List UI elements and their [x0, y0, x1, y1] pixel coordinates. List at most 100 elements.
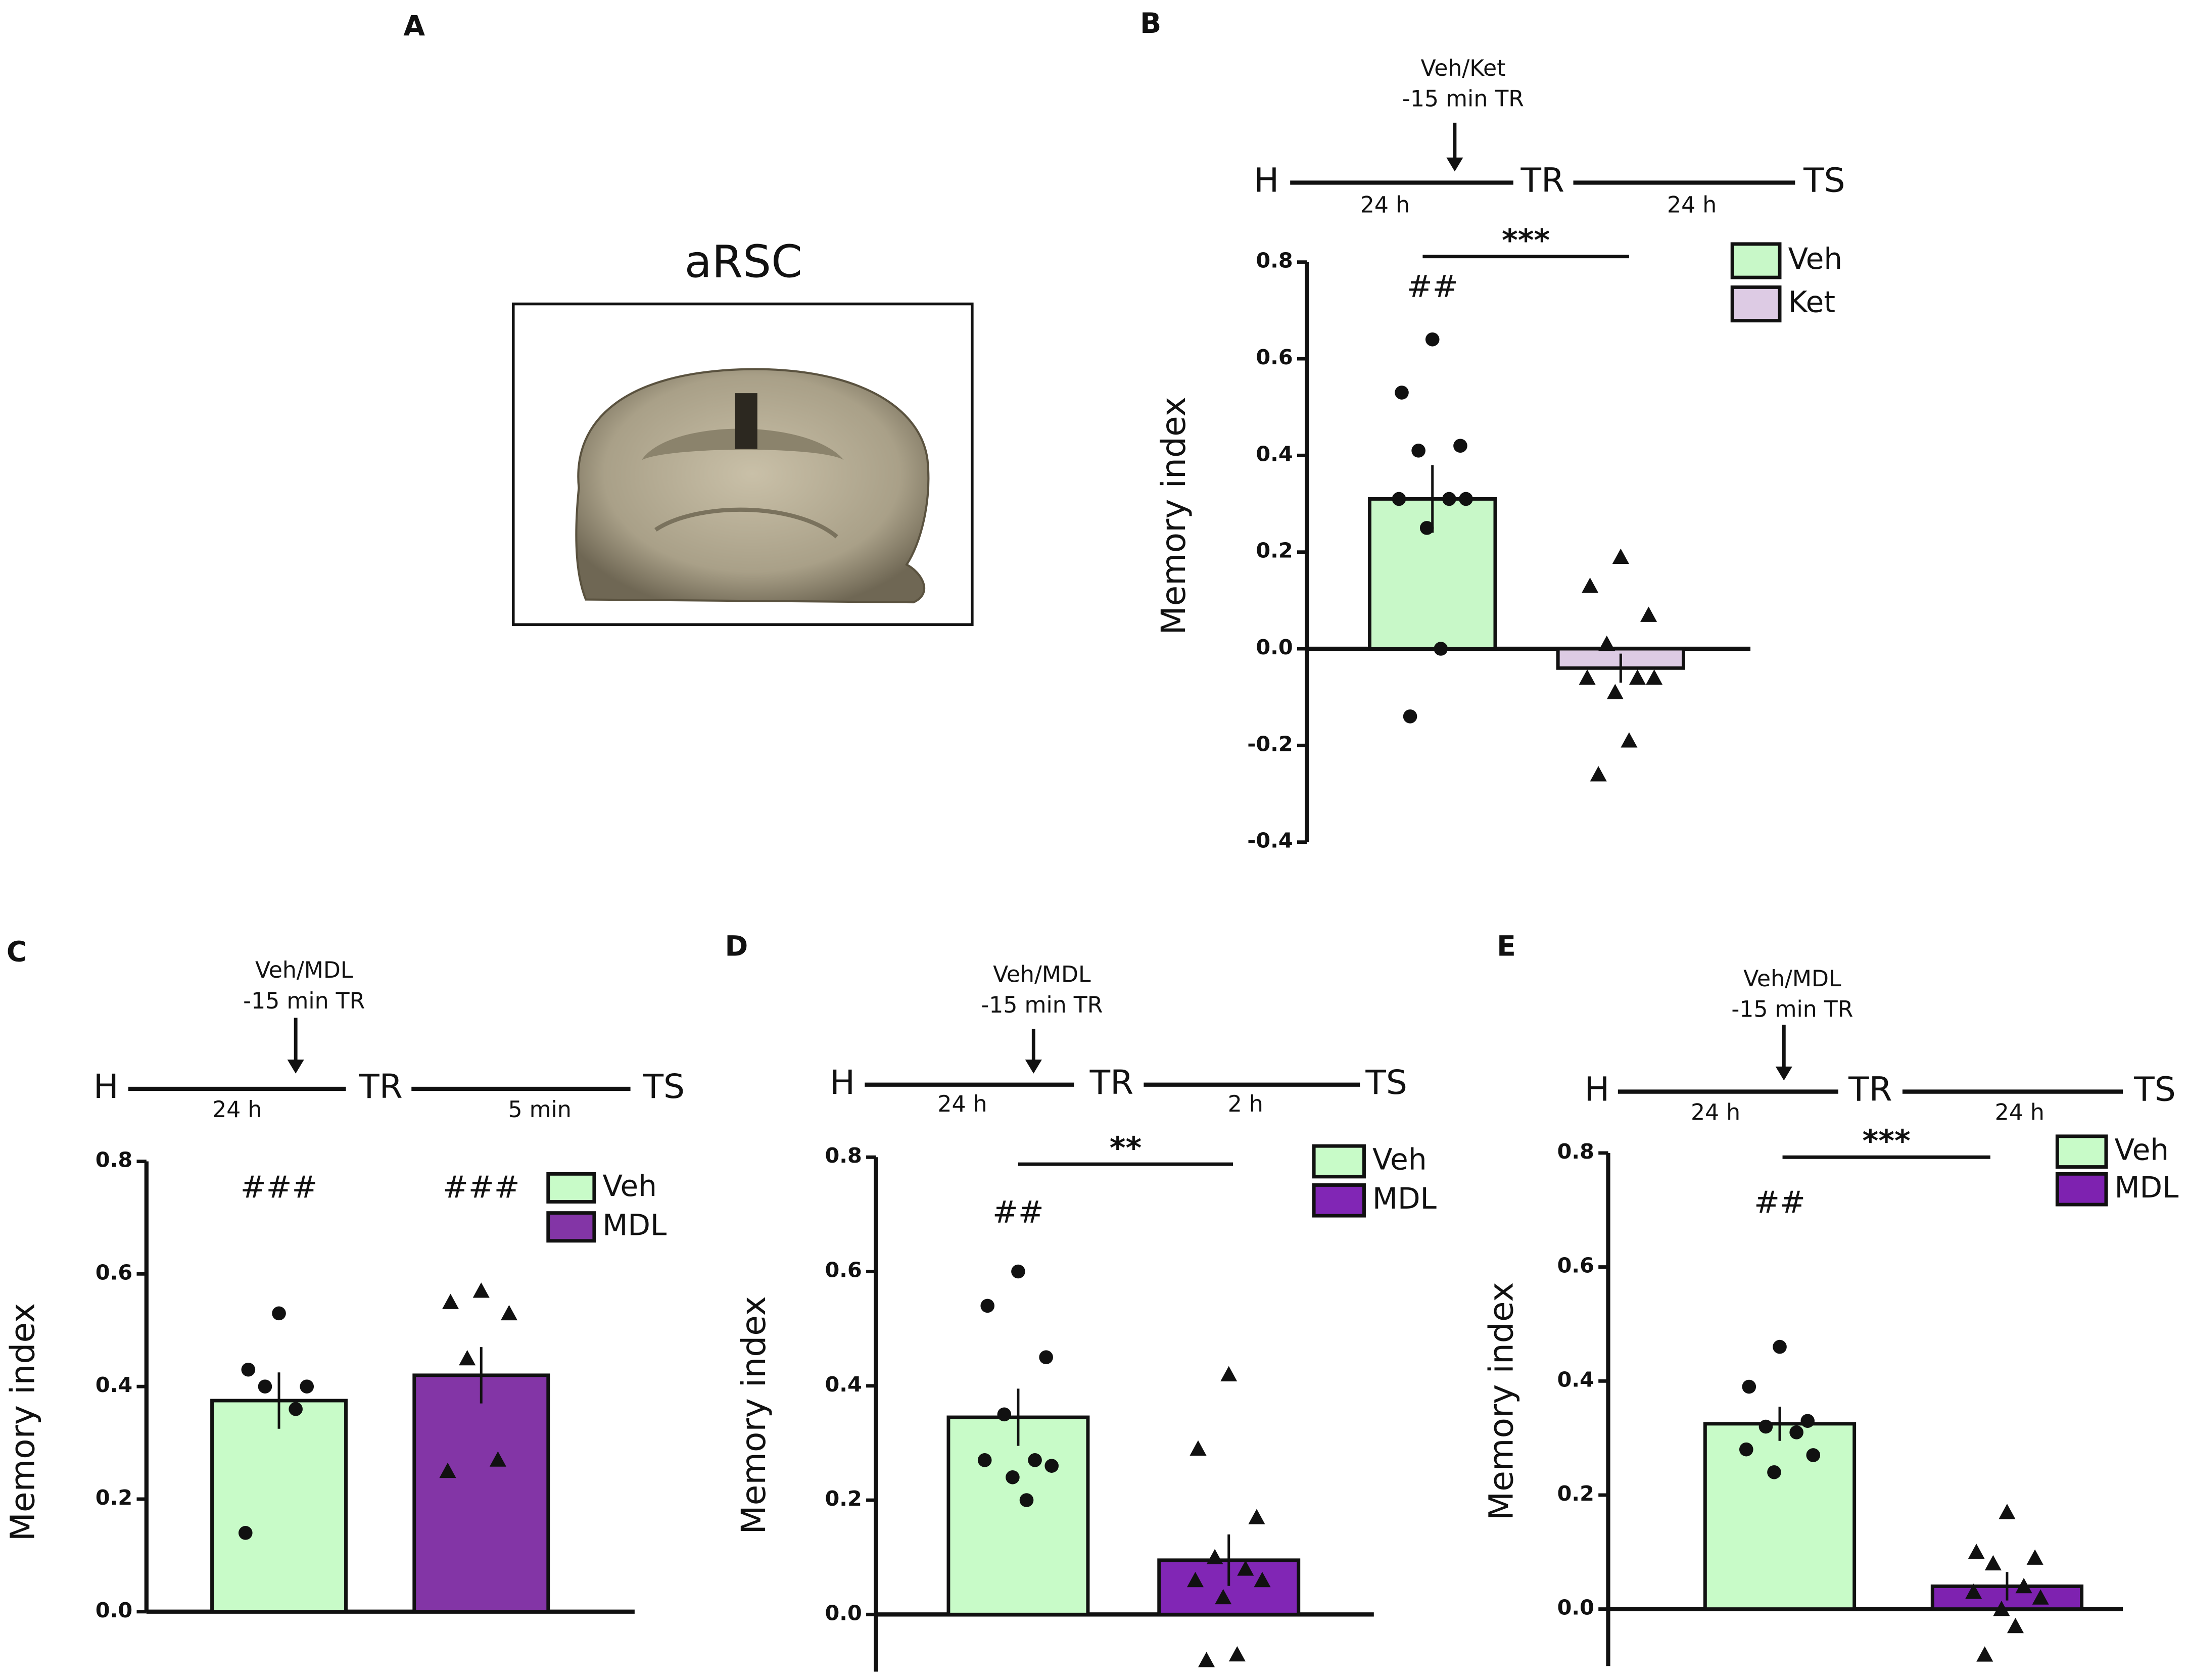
- data-point: [1758, 1419, 1773, 1434]
- chart-panel: D Veh/MDL -15 min TR H TR TS 24 h 2 h Memory ind…: [725, 930, 1437, 1672]
- significance-label: ##: [992, 1195, 1044, 1230]
- y-tick-label: 0.2: [1557, 1481, 1594, 1506]
- y-tick-label: 0.0: [1557, 1596, 1594, 1620]
- data-point: [238, 1526, 253, 1540]
- data-point: [241, 1362, 256, 1377]
- brain-slice: [575, 368, 930, 604]
- timeline-interval: 24 h: [1995, 1100, 2045, 1126]
- data-point: [1621, 732, 1638, 748]
- timeline-interval: 24 h: [1691, 1100, 1740, 1126]
- data-point: [289, 1402, 303, 1416]
- data-point: [1044, 1459, 1059, 1473]
- significance-label: ##: [1407, 269, 1458, 305]
- comparison-label: **: [1110, 1131, 1142, 1166]
- data-point: [1965, 1583, 1982, 1599]
- legend-label: Veh: [1788, 242, 1843, 276]
- timeline-stage: TR: [1848, 1070, 1892, 1109]
- data-point: [1453, 439, 1467, 453]
- data-point: [1767, 1465, 1781, 1479]
- legend-swatch: [2055, 1134, 2108, 1169]
- timeline-drug: Veh/Ket: [1420, 56, 1505, 81]
- data-point: [1646, 669, 1663, 685]
- data-point: [1739, 1442, 1753, 1457]
- data-point: [1800, 1414, 1815, 1428]
- panel-label: A: [403, 10, 425, 42]
- data-point: [1425, 332, 1440, 347]
- data-point: [1186, 1571, 1204, 1588]
- timeline-time: -15 min TR: [243, 988, 365, 1014]
- bar: [1703, 1422, 1857, 1611]
- timeline-stage: TS: [2133, 1070, 2175, 1109]
- data-point: [300, 1379, 314, 1394]
- data-point: [1742, 1379, 1756, 1394]
- legend-label: Veh: [602, 1169, 657, 1203]
- data-point: [1612, 548, 1629, 564]
- data-point: [1237, 1560, 1254, 1576]
- brain-detail: [654, 507, 838, 539]
- timeline-interval: 24 h: [1667, 192, 1717, 218]
- panel-label: C: [7, 936, 27, 969]
- legend-label: Ket: [1788, 285, 1835, 319]
- legend-swatch: [1312, 1144, 1366, 1179]
- timeline-stage: H: [1585, 1070, 1610, 1109]
- data-point: [1789, 1425, 1803, 1439]
- timeline-interval: 5 min: [508, 1097, 572, 1123]
- timeline-drug: Veh/MDL: [255, 957, 353, 983]
- y-tick-label: 0.8: [825, 1143, 862, 1168]
- panel-a: A aRSC: [403, 10, 974, 626]
- timeline-time: -15 min TR: [1402, 86, 1524, 112]
- y-axis-label: Memory index: [4, 1303, 42, 1541]
- y-tick-label: 0.2: [1256, 539, 1293, 563]
- data-point: [1459, 492, 1473, 506]
- y-tick-label: -0.4: [1247, 829, 1293, 853]
- significance-label: ###: [241, 1170, 318, 1205]
- y-tick-label: 0.8: [1256, 249, 1293, 273]
- timeline-stage: H: [1254, 161, 1279, 200]
- comparison-label: ***: [1502, 223, 1550, 259]
- legend-label: MDL: [602, 1208, 667, 1242]
- data-point: [980, 1299, 995, 1313]
- timeline-stage: TR: [358, 1067, 402, 1106]
- significance-label: ##: [1754, 1185, 1805, 1221]
- data-point: [1028, 1453, 1042, 1467]
- y-tick-label: 0.0: [1256, 635, 1293, 659]
- comparison-label: ***: [1863, 1124, 1911, 1159]
- legend-label: Veh: [1372, 1142, 1427, 1177]
- legend-label: Veh: [2114, 1132, 2169, 1167]
- data-point: [472, 1282, 490, 1298]
- section-title: aRSC: [685, 236, 802, 288]
- data-point: [1629, 669, 1646, 685]
- y-tick-label: 0.4: [96, 1373, 132, 1397]
- chart-panel: E Veh/MDL -15 min TR H TR TS 24 h 24 h Memory in…: [1482, 930, 2178, 1666]
- data-point: [1011, 1264, 1025, 1279]
- data-point: [442, 1293, 459, 1309]
- data-point: [1806, 1448, 1821, 1462]
- y-tick-label: 0.6: [1557, 1254, 1594, 1278]
- y-tick-label: 0.8: [96, 1148, 132, 1172]
- timeline-arrowhead: [1446, 157, 1463, 172]
- legend-label: MDL: [2114, 1170, 2178, 1205]
- data-point: [1434, 642, 1448, 656]
- timeline-arrowhead: [1775, 1066, 1792, 1081]
- data-point: [1392, 492, 1406, 506]
- data-point: [1395, 386, 1409, 400]
- data-point: [1582, 578, 1599, 593]
- data-point: [1442, 492, 1456, 506]
- data-point: [489, 1451, 506, 1467]
- data-point: [439, 1462, 456, 1478]
- data-point: [1206, 1549, 1223, 1564]
- legend-swatch: [2055, 1172, 2108, 1207]
- data-point: [1999, 1504, 2016, 1519]
- data-point: [1968, 1544, 1985, 1559]
- timeline-interval: 24 h: [937, 1091, 987, 1117]
- timeline-stage: H: [93, 1067, 119, 1106]
- data-point: [1403, 709, 1417, 724]
- timeline-time: -15 min TR: [1731, 997, 1853, 1023]
- panel-label: D: [725, 930, 748, 963]
- data-point: [1190, 1440, 1207, 1456]
- bar: [210, 1399, 348, 1614]
- data-point: [1228, 1646, 1246, 1662]
- data-point: [1773, 1339, 1787, 1354]
- y-axis-label: Memory index: [1482, 1282, 1521, 1520]
